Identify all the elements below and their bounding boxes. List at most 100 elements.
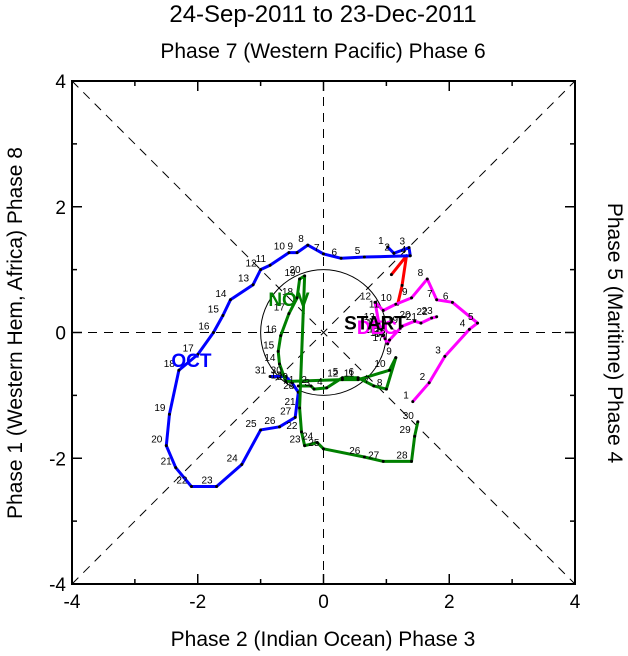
data-point — [435, 315, 439, 319]
day-label: 27 — [280, 406, 292, 417]
data-point — [381, 459, 385, 463]
data-point — [425, 277, 429, 281]
day-label: 6 — [443, 291, 449, 302]
data-point — [164, 444, 168, 448]
month-label-oct: OCT — [171, 351, 212, 372]
y-axis-left-label: Phase 1 (Western Hem, Africa) Phase 8 — [4, 147, 27, 519]
data-point — [251, 283, 255, 287]
day-label: 18 — [374, 329, 386, 340]
day-label: 21 — [284, 397, 296, 408]
day-label: 29 — [277, 372, 289, 383]
day-label: 8 — [418, 268, 424, 279]
day-label: 24 — [227, 454, 239, 465]
day-label: 21 — [406, 312, 418, 323]
day-label: 3 — [305, 378, 311, 389]
y-tick-label: 0 — [55, 324, 66, 345]
x-tick-label: 0 — [318, 592, 329, 613]
day-label: 16 — [198, 322, 210, 333]
day-label: 23 — [290, 435, 302, 446]
data-point — [450, 300, 454, 304]
day-label: 15 — [263, 340, 275, 351]
day-label: 26 — [264, 416, 276, 427]
day-label: 9 — [402, 287, 408, 298]
day-label: 11 — [369, 299, 380, 310]
data-point — [476, 321, 480, 325]
data-point — [362, 255, 366, 259]
day-label: 18 — [164, 359, 176, 370]
day-label: 4 — [460, 318, 466, 329]
data-point — [394, 302, 398, 306]
day-label: 7 — [427, 289, 433, 300]
day-label: 8 — [377, 378, 383, 389]
day-label: 19 — [284, 268, 296, 279]
day-label: 13 — [238, 274, 250, 285]
data-point — [388, 338, 392, 342]
data-point — [411, 400, 415, 404]
day-label: 16 — [266, 325, 278, 336]
day-label: 27 — [368, 450, 380, 461]
series-line-sep — [390, 254, 408, 305]
data-point — [276, 349, 280, 353]
data-point — [298, 277, 302, 281]
data-point — [315, 441, 319, 445]
day-label: 10 — [381, 293, 393, 304]
data-point — [430, 316, 434, 320]
data-point — [410, 296, 414, 300]
y-tick-label: 4 — [55, 72, 66, 93]
data-point — [419, 321, 423, 325]
data-point — [413, 319, 417, 323]
data-point — [268, 263, 272, 267]
data-point — [435, 298, 439, 302]
day-label: 25 — [308, 438, 320, 449]
series-line-nov — [276, 274, 420, 463]
data-point — [392, 251, 396, 255]
data-point — [196, 353, 200, 357]
data-point — [340, 378, 344, 382]
data-point — [388, 368, 392, 372]
data-point — [427, 381, 431, 385]
data-point — [386, 342, 390, 346]
data-point — [268, 375, 272, 379]
day-label: 5 — [468, 312, 474, 323]
day-label: 15 — [208, 305, 220, 316]
x-tick-label: -4 — [64, 592, 81, 613]
day-label: 3 — [399, 237, 405, 248]
day-label: 8 — [298, 234, 304, 245]
data-point — [362, 455, 366, 459]
data-point — [325, 386, 329, 390]
data-point — [394, 356, 398, 360]
data-point — [379, 327, 383, 331]
day-label: 29 — [400, 425, 412, 436]
day-label: 28 — [396, 450, 408, 461]
day-label: 5 — [355, 246, 361, 257]
day-label: 1 — [403, 391, 409, 402]
unit-circle — [260, 269, 387, 396]
data-point — [167, 412, 171, 416]
day-label: 4 — [317, 377, 323, 388]
day-label: 7 — [364, 375, 370, 386]
day-label: 25 — [246, 419, 258, 430]
data-point — [174, 466, 178, 470]
data-point — [309, 384, 313, 388]
data-point — [221, 314, 225, 318]
data-point — [400, 324, 404, 328]
day-label: 14 — [264, 353, 276, 364]
data-point — [339, 256, 343, 260]
data-point — [386, 245, 390, 249]
chart-title: 24-Sep-2011 to 23-Dec-2011 — [169, 1, 476, 28]
day-label: 17 — [183, 344, 195, 355]
day-label: 19 — [387, 315, 399, 326]
y-axis-right-label: Phase 5 (Maritime) Phase 4 — [603, 203, 626, 464]
day-label: 20 — [290, 265, 302, 276]
day-label: 7 — [314, 243, 320, 254]
day-label: 28 — [283, 381, 295, 392]
day-label: 19 — [154, 403, 166, 414]
series-sep — [389, 254, 408, 306]
phase-guides — [71, 80, 576, 585]
day-label: 14 — [366, 318, 378, 329]
day-label: 20 — [151, 435, 163, 446]
day-label: 5 — [333, 367, 339, 378]
y-tick-label: 2 — [55, 198, 66, 219]
x-tick-label: 2 — [444, 592, 455, 613]
